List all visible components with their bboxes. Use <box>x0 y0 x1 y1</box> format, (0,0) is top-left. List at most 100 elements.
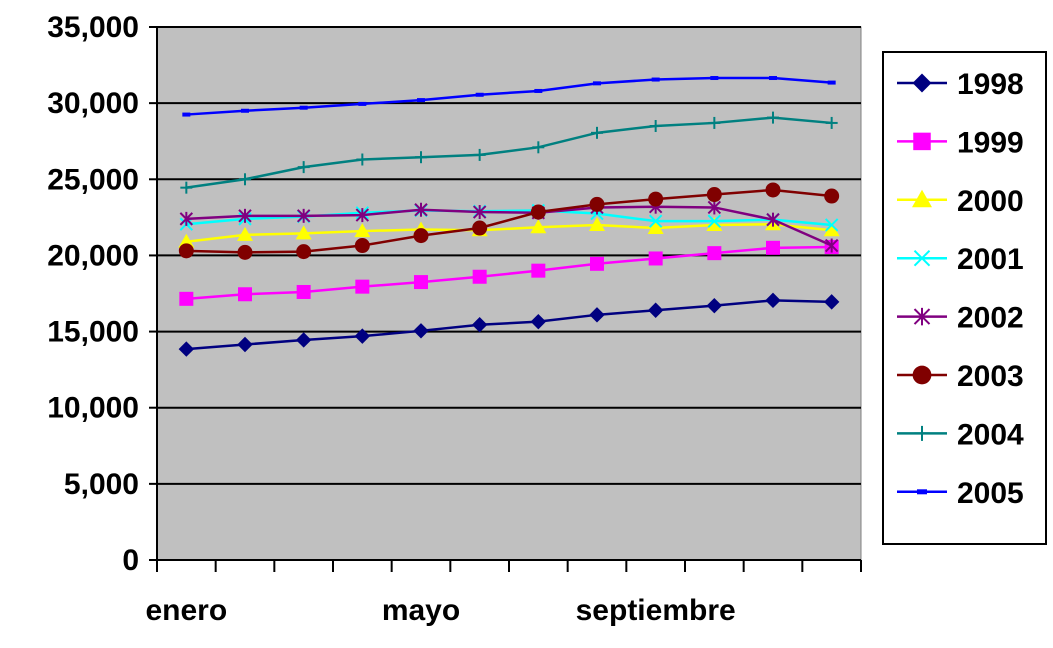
x-tick-label: mayo <box>382 594 460 627</box>
data-point-marker <box>531 263 546 278</box>
marker-stroke <box>707 214 722 228</box>
data-point-marker <box>707 200 722 215</box>
data-point-marker <box>296 208 311 223</box>
data-point-marker <box>297 161 310 174</box>
data-point-marker <box>530 313 547 330</box>
series-layer <box>178 76 840 357</box>
x-tick-label: enero <box>145 594 227 627</box>
data-point-marker <box>241 108 249 113</box>
y-tick-label: 35,000 <box>47 11 139 44</box>
data-point-marker <box>766 240 780 255</box>
data-point-marker <box>178 243 194 259</box>
data-point-marker <box>766 212 780 227</box>
data-point-marker <box>593 81 601 86</box>
data-point-marker <box>237 244 253 260</box>
data-point-marker <box>239 173 251 186</box>
data-point-marker <box>767 111 779 124</box>
data-point-marker <box>912 365 932 385</box>
data-point-marker <box>913 249 931 267</box>
legend-label: 2002 <box>957 302 1024 335</box>
marker-stroke <box>913 249 931 267</box>
legend-label: 2005 <box>957 477 1024 510</box>
y-tick-label: 10,000 <box>47 392 139 425</box>
data-point-marker <box>647 220 664 235</box>
data-point-marker <box>589 307 605 323</box>
series-line <box>186 299 832 351</box>
data-point-marker <box>299 105 308 110</box>
data-point-marker <box>414 275 428 290</box>
legend-label: 2004 <box>957 418 1024 451</box>
series-line <box>186 188 832 254</box>
y-axis-tick-labels: 0 5,000 10,000 15,000 20,000 25,000 30,000 35,0… <box>47 11 139 577</box>
data-point-marker <box>354 238 370 254</box>
data-point-marker <box>358 101 367 106</box>
y-tick-label: 30,000 <box>47 87 139 120</box>
series-line <box>186 76 832 116</box>
data-point-marker <box>823 222 840 237</box>
data-point-marker <box>914 425 930 441</box>
data-point-marker <box>591 126 603 139</box>
y-tick-label: 5,000 <box>64 468 139 501</box>
data-point-marker <box>473 148 486 161</box>
data-point-marker <box>354 328 371 344</box>
series-2004 <box>180 111 838 194</box>
data-point-marker <box>530 219 547 234</box>
x-axis-tick-labels: enero mayo septiembre <box>145 594 735 627</box>
data-point-marker <box>589 216 605 231</box>
legend-item-2004: 2004 <box>897 418 1024 451</box>
legend-item-2005: 2005 <box>897 477 1024 510</box>
data-point-marker <box>355 208 370 223</box>
data-point-marker <box>182 112 191 117</box>
data-point-marker <box>913 307 931 326</box>
data-point-marker <box>648 214 663 228</box>
data-point-marker <box>824 238 839 253</box>
data-point-marker <box>647 302 664 318</box>
data-point-marker <box>417 98 425 103</box>
data-point-marker <box>530 204 546 220</box>
legend-box <box>882 51 1047 545</box>
legend-item-1998: 1998 <box>897 68 1024 101</box>
marker-stroke <box>648 214 663 228</box>
data-point-marker <box>471 317 488 333</box>
data-point-marker <box>354 223 371 238</box>
data-point-marker <box>825 116 838 129</box>
data-point-marker <box>765 182 781 198</box>
data-point-marker <box>648 251 663 266</box>
series-line <box>186 245 832 301</box>
data-point-marker <box>238 287 252 302</box>
data-point-marker <box>708 116 721 129</box>
data-point-marker <box>827 80 836 85</box>
series-line <box>186 116 832 189</box>
x-tick-label: septiembre <box>576 594 736 627</box>
data-point-marker <box>707 214 722 228</box>
series-line <box>186 205 833 247</box>
data-point-marker <box>765 292 781 309</box>
data-point-marker <box>238 208 252 223</box>
data-point-marker <box>913 132 931 151</box>
data-point-marker <box>710 76 719 81</box>
series-2005 <box>182 76 836 117</box>
data-point-marker <box>707 246 722 261</box>
data-point-marker <box>179 211 194 226</box>
legend-label: 1998 <box>957 68 1024 101</box>
data-point-marker <box>769 76 777 81</box>
y-tick-label: 25,000 <box>47 163 139 196</box>
data-point-marker <box>651 77 660 82</box>
data-point-marker <box>589 196 605 212</box>
legend-item-2001: 2001 <box>897 243 1024 276</box>
data-point-marker <box>413 323 429 339</box>
data-point-marker <box>472 269 487 284</box>
data-point-marker <box>824 188 840 204</box>
axes <box>149 26 862 572</box>
series-2003 <box>178 182 840 260</box>
data-point-marker <box>912 73 932 93</box>
data-point-marker <box>237 336 253 353</box>
data-point-marker <box>824 218 839 232</box>
legend-label: 2003 <box>957 360 1024 393</box>
data-point-marker <box>532 141 545 154</box>
y-tick-label: 20,000 <box>47 239 139 272</box>
data-point-marker <box>415 151 427 164</box>
data-point-marker <box>475 92 484 97</box>
data-point-marker <box>648 191 664 207</box>
